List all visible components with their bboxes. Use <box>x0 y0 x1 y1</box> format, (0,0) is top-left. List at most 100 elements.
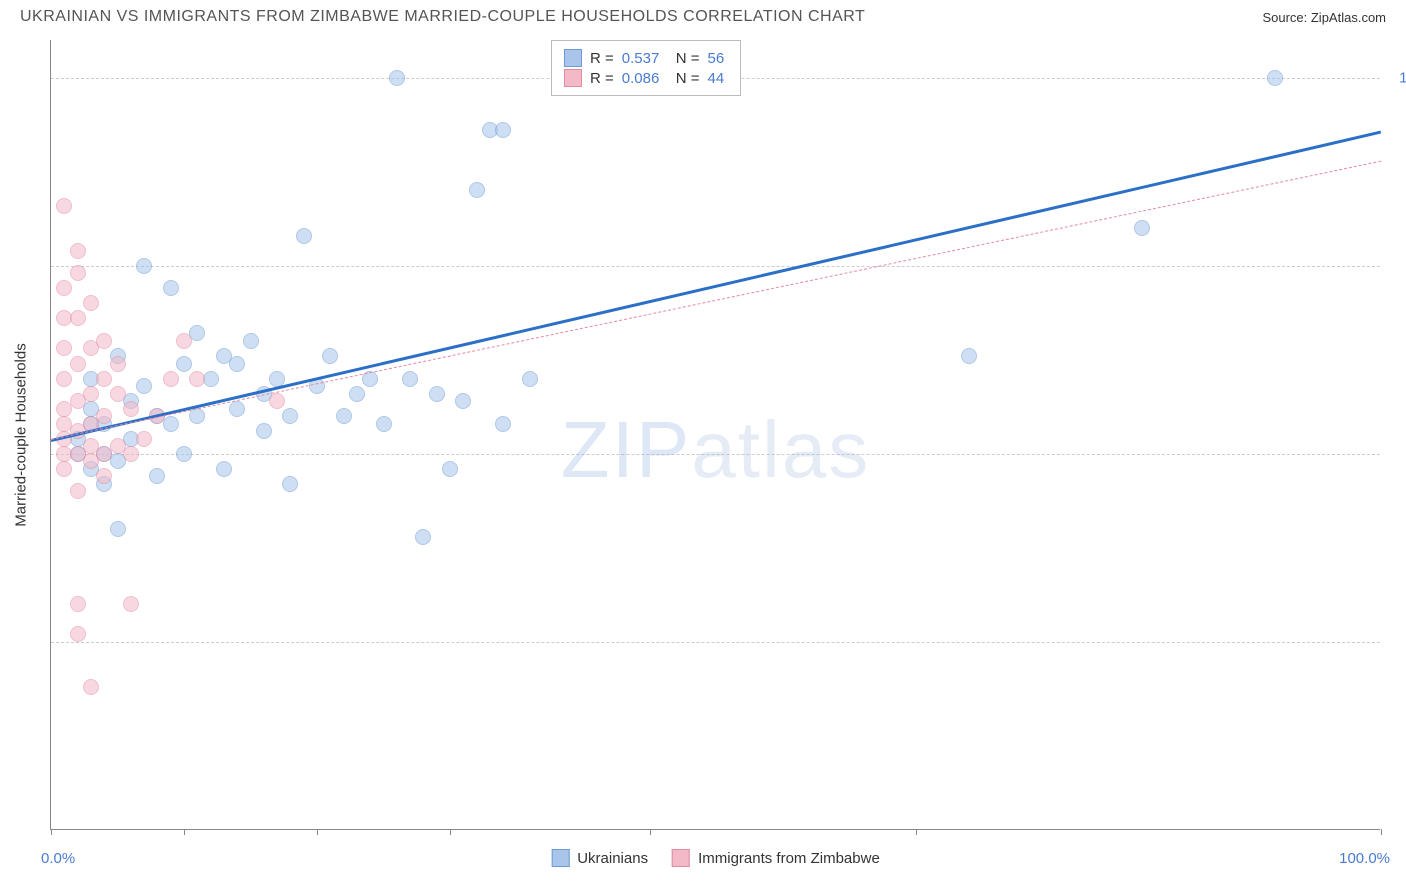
header: UKRAINIAN VS IMMIGRANTS FROM ZIMBABWE MA… <box>0 0 1406 30</box>
y-tick-label: 25.0% <box>1390 633 1406 650</box>
legend-swatch <box>564 69 582 87</box>
n-label: N = <box>676 70 700 87</box>
y-axis-title: Married-couple Households <box>13 343 30 526</box>
gridline <box>51 266 1380 267</box>
x-axis-max-label: 100.0% <box>1339 850 1390 867</box>
data-point <box>96 408 112 424</box>
data-point <box>83 295 99 311</box>
data-point <box>149 468 165 484</box>
data-point <box>70 310 86 326</box>
data-point <box>1134 220 1150 236</box>
data-point <box>349 386 365 402</box>
data-point <box>70 356 86 372</box>
data-point <box>282 476 298 492</box>
data-point <box>176 446 192 462</box>
legend-swatch <box>551 849 569 867</box>
r-label: R = <box>590 50 614 67</box>
data-point <box>70 626 86 642</box>
data-point <box>83 386 99 402</box>
data-point <box>176 356 192 372</box>
data-point <box>189 371 205 387</box>
legend-item: Immigrants from Zimbabwe <box>672 849 880 867</box>
data-point <box>176 333 192 349</box>
data-point <box>70 243 86 259</box>
data-point <box>495 416 511 432</box>
stats-legend: R = 0.537 N = 56 R = 0.086 N = 44 <box>551 40 741 96</box>
data-point <box>136 431 152 447</box>
n-value: 56 <box>708 50 728 67</box>
x-tick <box>916 829 917 835</box>
data-point <box>56 371 72 387</box>
data-point <box>415 529 431 545</box>
data-point <box>322 348 338 364</box>
data-point <box>216 461 232 477</box>
r-value: 0.537 <box>622 50 668 67</box>
x-tick <box>317 829 318 835</box>
data-point <box>189 408 205 424</box>
data-point <box>256 423 272 439</box>
data-point <box>110 521 126 537</box>
source-attribution: Source: ZipAtlas.com <box>1262 10 1386 25</box>
data-point <box>136 258 152 274</box>
data-point <box>229 401 245 417</box>
stats-legend-row: R = 0.537 N = 56 <box>564 49 728 67</box>
data-point <box>229 356 245 372</box>
data-point <box>455 393 471 409</box>
data-point <box>469 182 485 198</box>
trend-line <box>51 160 1381 439</box>
gridline <box>51 454 1380 455</box>
data-point <box>402 371 418 387</box>
r-label: R = <box>590 70 614 87</box>
data-point <box>96 468 112 484</box>
x-axis-min-label: 0.0% <box>41 850 75 867</box>
n-label: N = <box>676 50 700 67</box>
data-point <box>136 378 152 394</box>
x-tick <box>450 829 451 835</box>
data-point <box>961 348 977 364</box>
data-point <box>269 393 285 409</box>
data-point <box>70 265 86 281</box>
data-point <box>429 386 445 402</box>
data-point <box>96 371 112 387</box>
data-point <box>110 356 126 372</box>
legend-swatch <box>564 49 582 67</box>
data-point <box>70 596 86 612</box>
data-point <box>56 461 72 477</box>
data-point <box>96 333 112 349</box>
data-point <box>442 461 458 477</box>
legend-swatch <box>672 849 690 867</box>
data-point <box>1267 70 1283 86</box>
data-point <box>70 483 86 499</box>
series-legend: Ukrainians Immigrants from Zimbabwe <box>551 849 880 867</box>
data-point <box>495 122 511 138</box>
legend-label: Immigrants from Zimbabwe <box>698 850 880 867</box>
chart-title: UKRAINIAN VS IMMIGRANTS FROM ZIMBABWE MA… <box>20 8 865 26</box>
data-point <box>56 198 72 214</box>
data-point <box>389 70 405 86</box>
stats-legend-row: R = 0.086 N = 44 <box>564 69 728 87</box>
data-point <box>282 408 298 424</box>
legend-item: Ukrainians <box>551 849 648 867</box>
r-value: 0.086 <box>622 70 668 87</box>
legend-label: Ukrainians <box>577 850 648 867</box>
trend-line <box>51 130 1382 441</box>
data-point <box>163 371 179 387</box>
data-point <box>123 401 139 417</box>
data-point <box>110 386 126 402</box>
x-tick <box>1381 829 1382 835</box>
y-tick-label: 50.0% <box>1390 445 1406 462</box>
data-point <box>123 596 139 612</box>
data-point <box>83 679 99 695</box>
scatter-chart: Married-couple Households 25.0%50.0%75.0… <box>50 40 1380 830</box>
data-point <box>56 340 72 356</box>
data-point <box>243 333 259 349</box>
data-point <box>336 408 352 424</box>
data-point <box>163 280 179 296</box>
n-value: 44 <box>708 70 728 87</box>
data-point <box>296 228 312 244</box>
x-tick <box>51 829 52 835</box>
plot-area: 25.0%50.0%75.0%100.0% <box>51 40 1380 829</box>
x-tick <box>184 829 185 835</box>
data-point <box>376 416 392 432</box>
data-point <box>522 371 538 387</box>
